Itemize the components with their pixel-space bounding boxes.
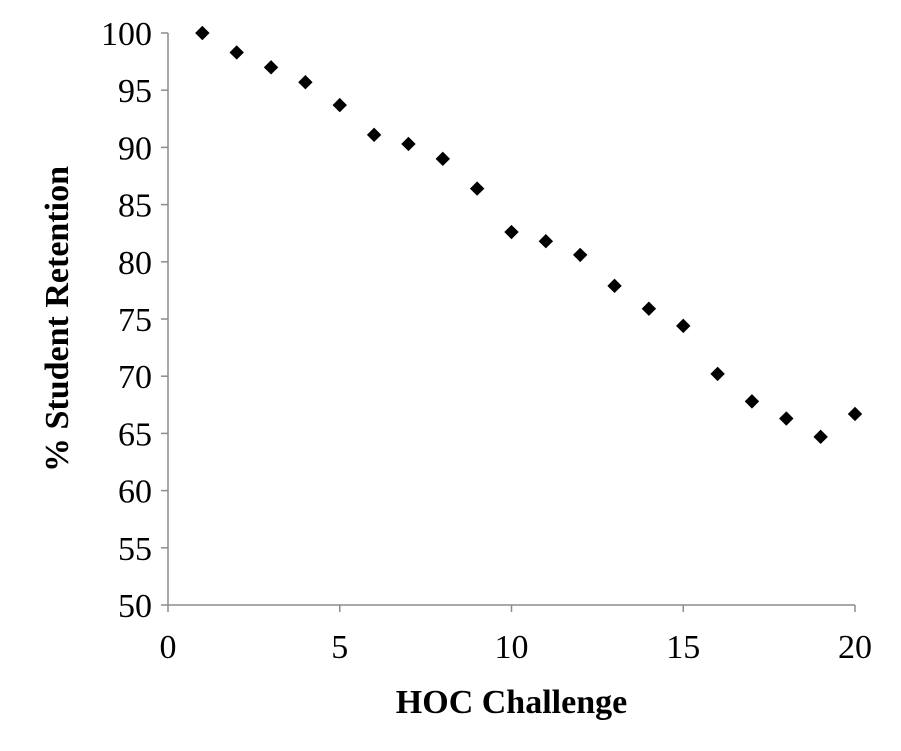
data-point — [469, 181, 485, 196]
y-ticks: 50 55 60 65 70 75 80 85 90 95 100 — [101, 16, 168, 625]
data-point — [298, 74, 313, 90]
data-point — [538, 234, 554, 249]
y-tick-label: 65 — [118, 416, 152, 453]
data-point — [263, 60, 279, 75]
data-point — [847, 406, 863, 422]
data-point — [641, 301, 657, 316]
x-tick-label: 15 — [666, 629, 700, 666]
data-point — [572, 247, 588, 263]
data-point — [332, 97, 347, 113]
data-point — [607, 278, 622, 294]
y-tick-label: 75 — [118, 302, 152, 339]
y-tick-label: 90 — [118, 130, 152, 167]
data-point — [366, 127, 382, 143]
data-points — [195, 25, 863, 445]
data-point — [744, 394, 760, 409]
axes — [167, 33, 855, 606]
data-point — [779, 411, 794, 426]
x-tick-label: 10 — [495, 629, 529, 666]
data-point — [813, 429, 828, 445]
data-point — [435, 151, 451, 167]
y-tick-label: 95 — [118, 73, 152, 110]
y-tick-label: 55 — [118, 531, 152, 568]
x-tick-label: 20 — [838, 629, 872, 666]
data-point — [401, 136, 416, 152]
data-point — [710, 366, 725, 382]
x-axis-title: HOC Challenge — [396, 684, 627, 721]
data-point — [229, 45, 244, 60]
y-tick-label: 85 — [118, 188, 152, 225]
x-tick-label: 0 — [160, 629, 177, 666]
y-axis-title: % Student Retention — [39, 166, 76, 472]
y-tick-label: 60 — [118, 474, 152, 511]
data-point — [504, 224, 519, 240]
data-point — [195, 25, 210, 41]
y-tick-label: 70 — [118, 359, 152, 396]
x-ticks: 0 5 10 15 20 — [160, 605, 872, 666]
x-tick-label: 5 — [331, 629, 348, 666]
y-tick-label: 100 — [101, 16, 152, 53]
data-point — [676, 318, 691, 334]
y-tick-label: 50 — [118, 588, 152, 625]
y-tick-label: 80 — [118, 245, 152, 282]
